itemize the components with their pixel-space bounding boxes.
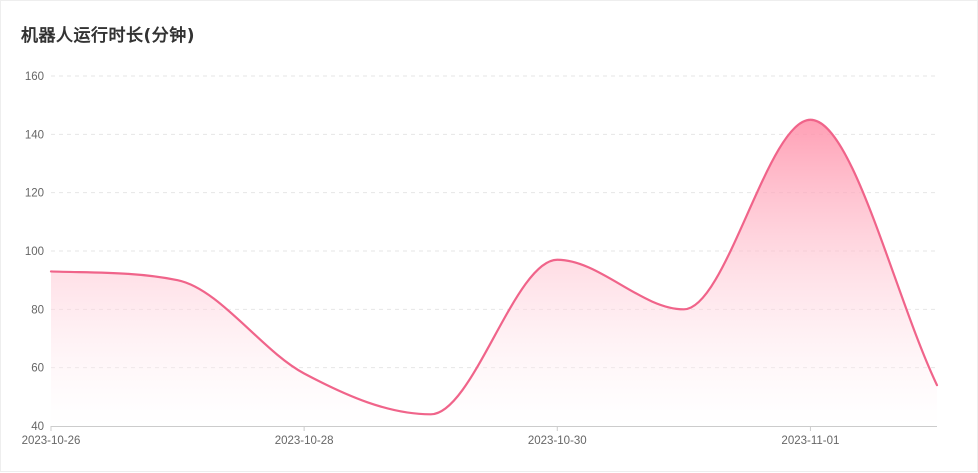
x-tick-label: 2023-10-26 [22, 435, 81, 447]
y-tick-label: 140 [25, 129, 44, 141]
y-tick-label: 160 [25, 71, 44, 83]
x-tick-label: 2023-10-30 [528, 435, 587, 447]
x-tick-label: 2023-10-28 [275, 435, 334, 447]
y-tick-label: 120 [25, 188, 44, 200]
y-tick-label: 60 [31, 363, 44, 375]
y-tick-label: 80 [31, 304, 44, 316]
area-fill [51, 120, 937, 426]
y-tick-label: 40 [31, 421, 44, 433]
y-tick-label: 100 [25, 246, 44, 258]
x-tick-label: 2023-11-01 [781, 435, 839, 447]
